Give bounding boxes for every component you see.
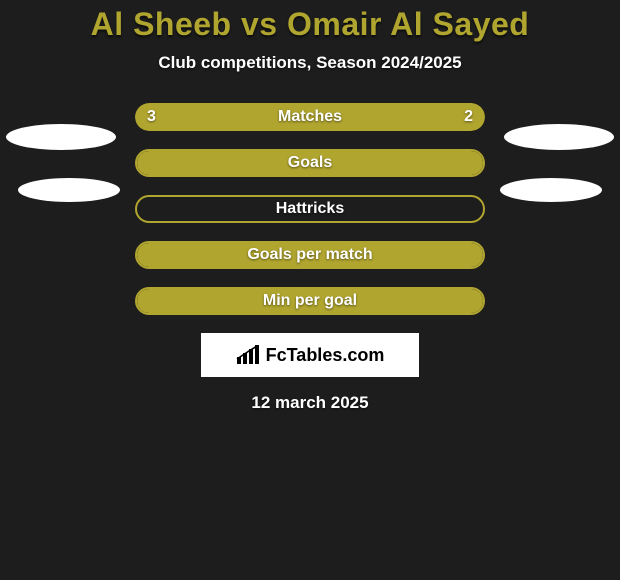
stat-label: Matches — [278, 108, 342, 126]
stat-label: Goals — [288, 154, 332, 172]
brand-text: FcTables.com — [266, 345, 385, 366]
stat-bar: Hattricks — [135, 195, 485, 223]
stat-bar: Goals — [135, 149, 485, 177]
stat-row: Goals per match — [0, 241, 620, 269]
stat-label: Hattricks — [276, 200, 344, 218]
stat-row: Goals — [0, 149, 620, 177]
subtitle: Club competitions, Season 2024/2025 — [0, 53, 620, 73]
player-left-badge-2 — [18, 178, 120, 202]
stat-row: Min per goal — [0, 287, 620, 315]
player-right-badge-2 — [500, 178, 602, 202]
left-value: 3 — [147, 108, 156, 126]
stat-bar: Min per goal — [135, 287, 485, 315]
page-title: Al Sheeb vs Omair Al Sayed — [0, 6, 620, 43]
chart-logo-icon — [236, 345, 262, 365]
comparison-container: Al Sheeb vs Omair Al Sayed Club competit… — [0, 0, 620, 413]
date-label: 12 march 2025 — [0, 393, 620, 413]
stat-bar: Goals per match — [135, 241, 485, 269]
stat-label: Min per goal — [263, 292, 357, 310]
right-value: 2 — [464, 108, 473, 126]
stat-bar: 3 2 Matches — [135, 103, 485, 131]
brand-box: FcTables.com — [201, 333, 419, 377]
player-right-badge-1 — [504, 124, 614, 150]
player-left-badge-1 — [6, 124, 116, 150]
stat-label: Goals per match — [247, 246, 372, 264]
